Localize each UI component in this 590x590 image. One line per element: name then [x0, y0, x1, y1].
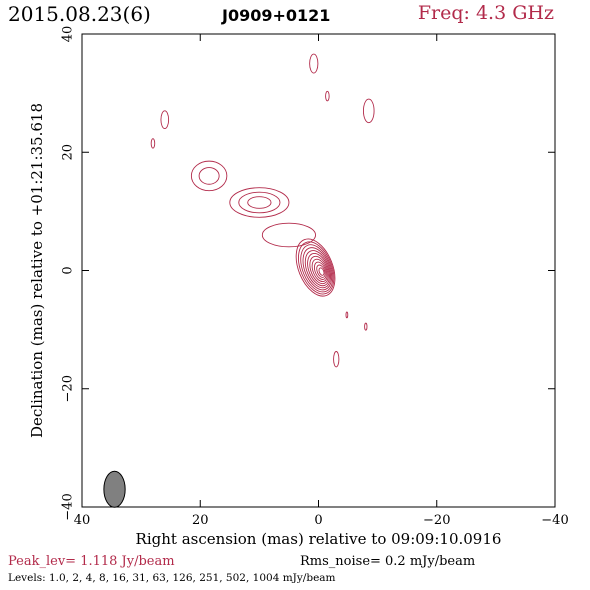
core-contour-level-6 [309, 255, 329, 285]
axis-ticks: 40 20 0 −20 −40 −40 −20 0 20 40 [61, 26, 569, 528]
jet-component-0-level-0 [190, 160, 228, 192]
core-contour-level-9 [316, 264, 326, 278]
core-contour-level-10 [318, 267, 325, 276]
core-contour-level-2 [300, 244, 334, 293]
beam-ellipse [103, 470, 126, 508]
y-axis-label: Declination (mas) relative to +01:21:35.… [28, 103, 46, 438]
jet-component-5-level-0 [309, 53, 319, 74]
y-tick-label: 0 [61, 266, 76, 274]
frequency-label: Freq: 4.3 GHz [417, 2, 554, 24]
contour-levels: Levels: 1.0, 2, 4, 8, 16, 31, 63, 126, 2… [8, 572, 336, 584]
core-contour-level-8 [313, 261, 327, 280]
jet-component-1-level-1 [238, 191, 281, 214]
y-tick-label: 40 [61, 26, 76, 43]
core-contour-level-3 [302, 247, 333, 291]
peak-level: Peak_lev= 1.118 Jy/beam [8, 554, 175, 569]
jet-component-0-level-1 [198, 167, 220, 185]
y-tick-label: −40 [61, 493, 76, 520]
jet-component-3-level-0 [160, 110, 170, 130]
x-tick-label: −40 [541, 513, 568, 528]
contour-layer [150, 53, 375, 368]
x-tick-label: 20 [192, 513, 209, 528]
jet-component-10-level-0 [364, 322, 368, 331]
rms-noise: Rms_noise= 0.2 mJy/beam [300, 554, 476, 569]
jet-component-6-level-0 [325, 90, 330, 102]
x-tick-label: 0 [314, 513, 322, 528]
jet-component-1-level-2 [247, 196, 272, 209]
core-contour-level-5 [307, 252, 330, 287]
x-axis-label: Right ascension (mas) relative to 09:09:… [136, 530, 502, 548]
observation-date: 2015.08.23(6) [8, 2, 151, 26]
core-contour-level-0 [295, 238, 336, 297]
y-tick-label: −20 [61, 375, 76, 402]
jet-component-2-level-0 [261, 222, 316, 248]
source-name: J0909+0121 [222, 6, 331, 25]
core-contour-level-1 [298, 241, 335, 295]
y-tick-label: 20 [61, 144, 76, 161]
jet-component-4-level-0 [150, 138, 156, 149]
jet-component-1-level-0 [229, 187, 290, 218]
core-contour-level-4 [304, 250, 332, 289]
x-tick-label: −20 [423, 513, 450, 528]
jet-component-7-level-0 [362, 98, 375, 124]
x-tick-label: 40 [74, 513, 91, 528]
core-contour-level-7 [311, 258, 328, 283]
jet-component-9-level-0 [345, 311, 349, 319]
jet-component-8-level-0 [333, 351, 340, 368]
